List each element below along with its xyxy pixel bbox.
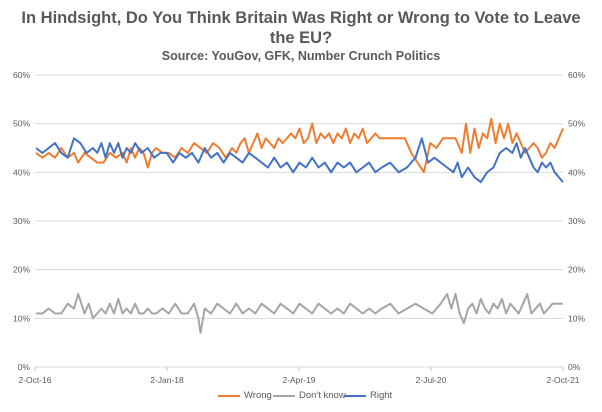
x-tick-label: 2-Oct-21 bbox=[546, 375, 579, 385]
legend: Wrong Don't know Right bbox=[0, 390, 602, 406]
y-tick-label-left: 60% bbox=[13, 70, 30, 80]
y-tick-label-left: 40% bbox=[13, 167, 30, 177]
legend-label-dont-know: Don't know bbox=[299, 390, 346, 401]
x-tick-label: 2-Apr-19 bbox=[282, 375, 315, 385]
y-tick-label-left: 10% bbox=[13, 313, 30, 323]
series-line-wrong bbox=[35, 117, 564, 174]
series-line-don-t-know bbox=[36, 293, 563, 334]
y-tick-label-right: 40% bbox=[568, 167, 585, 177]
y-tick-label-right: 10% bbox=[568, 313, 585, 323]
legend-swatch-wrong bbox=[218, 394, 240, 397]
x-tick-label: 2-Jan-18 bbox=[150, 375, 184, 385]
chart-title-line1: In Hindsight, Do You Think Britain Was R… bbox=[21, 9, 581, 27]
legend-swatch-dont-know bbox=[273, 394, 295, 397]
legend-item-right: Right bbox=[344, 390, 392, 401]
y-tick-label-left: 30% bbox=[13, 216, 30, 226]
legend-label-right: Right bbox=[370, 390, 393, 401]
x-tick-label: 2-Oct-16 bbox=[18, 375, 51, 385]
y-tick-label-right: 60% bbox=[568, 70, 585, 80]
x-tick-label: 2-Jul-20 bbox=[416, 375, 447, 385]
legend-label-wrong: Wrong bbox=[244, 390, 272, 401]
y-tick-label-right: 30% bbox=[568, 216, 585, 226]
y-tick-label-left: 50% bbox=[13, 119, 30, 129]
y-tick-label-left: 20% bbox=[13, 265, 30, 275]
legend-swatch-right bbox=[344, 394, 366, 397]
y-tick-label-right: 0% bbox=[568, 362, 581, 372]
y-tick-label-left: 0% bbox=[18, 362, 31, 372]
y-tick-label-right: 20% bbox=[568, 265, 585, 275]
series-line-right bbox=[35, 137, 564, 184]
chart-title-line2: the EU? bbox=[269, 29, 333, 47]
legend-item-wrong: Wrong bbox=[218, 390, 272, 401]
legend-item-dont-know: Don't know bbox=[273, 390, 346, 401]
chart-subtitle: Source: YouGov, GFK, Number Crunch Polit… bbox=[161, 49, 441, 63]
y-tick-label-right: 50% bbox=[568, 119, 585, 129]
